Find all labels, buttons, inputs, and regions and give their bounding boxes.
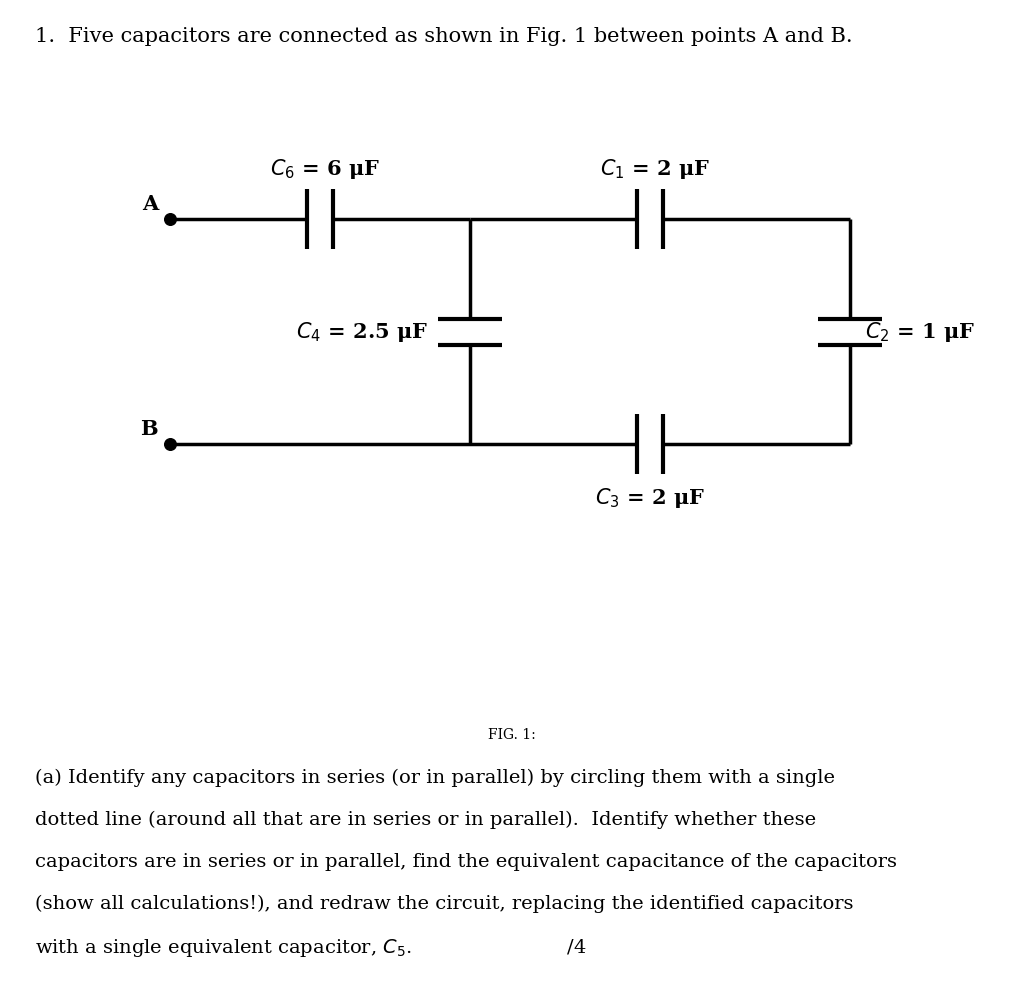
Text: $C_6$ = 6 μF: $C_6$ = 6 μF: [270, 157, 380, 181]
Text: $C_4$ = 2.5 μF: $C_4$ = 2.5 μF: [296, 320, 428, 344]
Text: (show all calculations!), and redraw the circuit, replacing the identified capac: (show all calculations!), and redraw the…: [35, 895, 853, 913]
Text: $C_1$ = 2 μF: $C_1$ = 2 μF: [600, 157, 710, 181]
Text: dotted line (around all that are in series or in parallel).  Identify whether th: dotted line (around all that are in seri…: [35, 811, 816, 829]
Text: capacitors are in series or in parallel, find the equivalent capacitance of the : capacitors are in series or in parallel,…: [35, 853, 897, 871]
Text: FIG. 1:: FIG. 1:: [488, 728, 536, 742]
Text: $C_2$ = 1 μF: $C_2$ = 1 μF: [865, 320, 975, 344]
Text: B: B: [140, 419, 158, 439]
Text: (a) Identify any capacitors in series (or in parallel) by circling them with a s: (a) Identify any capacitors in series (o…: [35, 769, 835, 787]
Point: [162, 211, 178, 227]
Text: 1.  Five capacitors are connected as shown in Fig. 1 between points A and B.: 1. Five capacitors are connected as show…: [35, 27, 853, 46]
Text: A: A: [141, 194, 158, 214]
Text: with a single equivalent capacitor, $C_5$.                         /4: with a single equivalent capacitor, $C_5…: [35, 937, 587, 959]
Text: $C_3$ = 2 μF: $C_3$ = 2 μF: [595, 486, 706, 510]
Point: [162, 436, 178, 452]
